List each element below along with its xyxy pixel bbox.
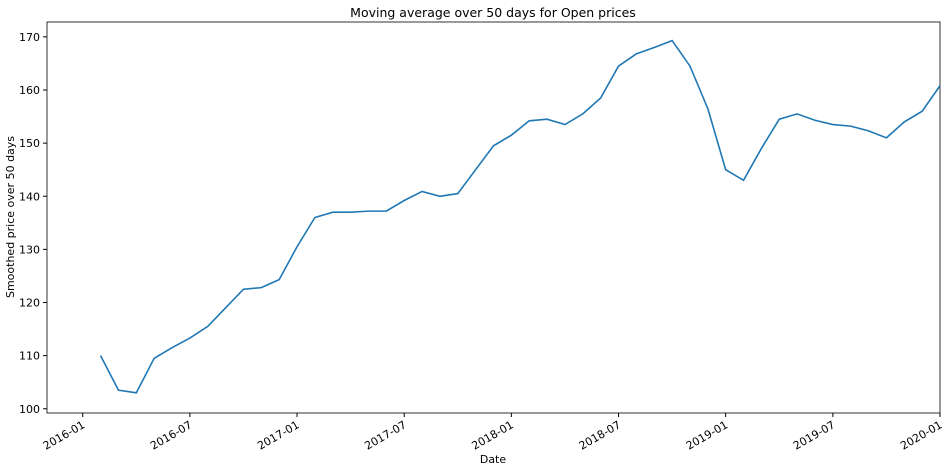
x-tick-label: 2018-01 bbox=[470, 418, 516, 452]
chart-title: Moving average over 50 days for Open pri… bbox=[350, 5, 636, 20]
y-tick-label: 130 bbox=[19, 243, 40, 256]
data-line bbox=[99, 39, 941, 394]
y-axis-label: Smoothed price over 50 days bbox=[4, 136, 17, 298]
x-tick-label: 2017-01 bbox=[255, 418, 301, 452]
y-tick-label: 140 bbox=[19, 190, 40, 203]
x-tick-label: 2019-07 bbox=[791, 418, 837, 452]
x-tick-label: 2020-01 bbox=[898, 418, 944, 452]
y-tick-label: 120 bbox=[19, 297, 40, 310]
y-tick-label: 170 bbox=[19, 31, 40, 44]
y-tick-label: 160 bbox=[19, 84, 40, 97]
y-tick-label: 100 bbox=[19, 403, 40, 416]
x-tick-label: 2019-01 bbox=[684, 418, 730, 452]
x-tick-label: 2018-07 bbox=[577, 418, 623, 452]
x-axis-label: Date bbox=[480, 453, 507, 466]
y-tick-label: 150 bbox=[19, 137, 40, 150]
x-tick-label: 2016-01 bbox=[41, 418, 87, 452]
plot-frame bbox=[46, 21, 941, 414]
x-tick-label: 2017-07 bbox=[362, 418, 408, 452]
y-tick-label: 110 bbox=[19, 350, 40, 363]
x-tick-label: 2016-07 bbox=[148, 418, 194, 452]
